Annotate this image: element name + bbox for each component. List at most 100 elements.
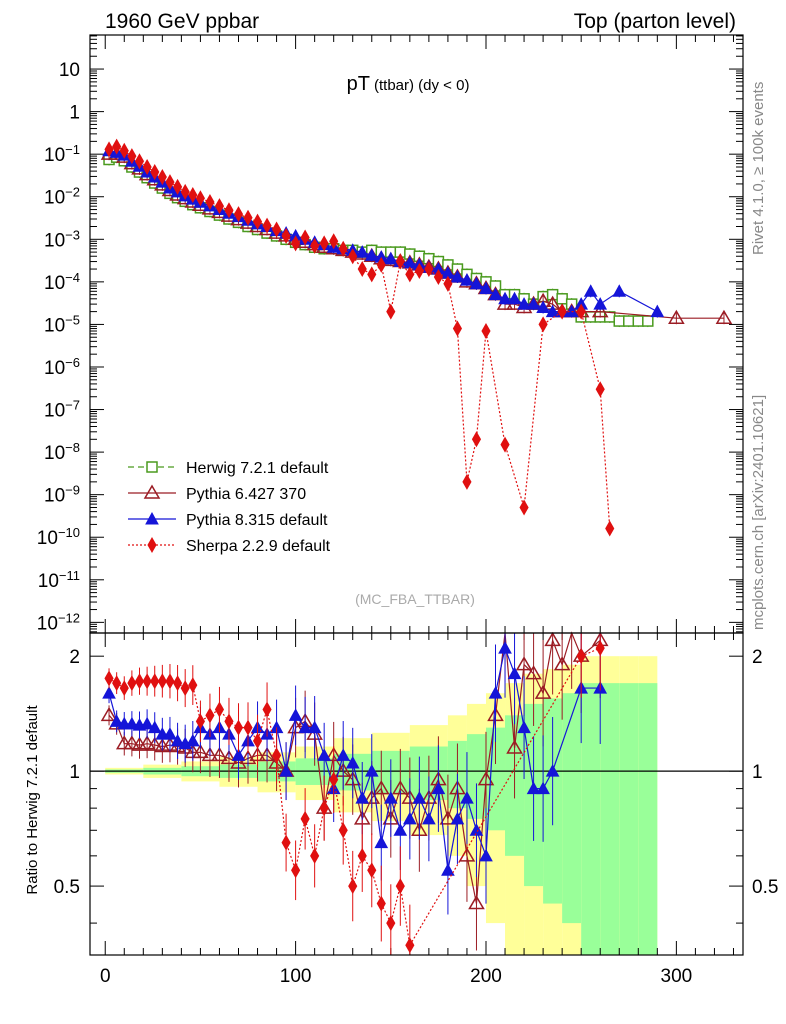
ratio-point: [185, 733, 200, 747]
plot-title: pT: [347, 73, 370, 95]
ratio-point: [281, 834, 291, 851]
data-point: [538, 316, 548, 333]
ratio-point: [119, 680, 129, 697]
data-point: [134, 153, 145, 170]
ratio-point: [374, 835, 389, 849]
x-tick-label: 0: [100, 966, 111, 987]
ratio-point: [515, 656, 533, 671]
data-point: [367, 266, 377, 283]
ratio-point: [412, 791, 427, 804]
ratio-point: [317, 748, 332, 761]
x-tick-label: 100: [280, 966, 312, 987]
legend-item: Pythia 6.427 370: [128, 484, 306, 503]
data-point: [348, 248, 358, 265]
data-point: [452, 320, 463, 337]
ratio-point: [545, 764, 560, 777]
ratio-point: [576, 648, 586, 665]
data-point: [650, 304, 665, 318]
data-point: [112, 138, 122, 155]
ratio-point: [147, 720, 162, 734]
data-point: [481, 323, 491, 340]
ratio-point: [220, 749, 238, 765]
ratio-point: [367, 862, 377, 879]
ratio-point: [134, 673, 145, 690]
data-point: [424, 261, 434, 278]
green-band-bin: [600, 683, 620, 955]
data-point: [386, 303, 396, 320]
data-point: [462, 473, 472, 490]
ratio-point: [525, 665, 542, 680]
data-point: [613, 315, 626, 327]
ratio-point: [231, 748, 246, 761]
series-line: [108, 150, 658, 313]
ratio-point: [279, 764, 293, 777]
data-point: [157, 169, 167, 186]
data-point: [355, 245, 370, 258]
ratio-point: [526, 781, 541, 795]
data-point: [127, 148, 137, 165]
header-process: Top (parton level): [574, 10, 736, 33]
data-point: [583, 284, 598, 297]
main-axis-ticks: 10 1 10−1 10−2 10−3 10−4 10−5 10−6 10−7 10−8 10−9 1…: [37, 35, 743, 634]
ratio-point: [123, 735, 141, 750]
ratio-point: [460, 791, 474, 804]
ratio-point: [146, 736, 164, 751]
legend-swatch-marker: [146, 461, 158, 473]
data-point: [500, 436, 510, 453]
data-point: [507, 291, 522, 305]
data-point: [262, 217, 272, 234]
data-point: [612, 284, 627, 297]
ratio-point: [163, 727, 177, 740]
ratio-point: [125, 716, 139, 730]
ratio-point: [469, 823, 484, 836]
rivet-version-label: Rivet 4.1.0, ≥ 100k events: [750, 82, 767, 255]
data-point: [443, 275, 453, 292]
ratio-point: [102, 686, 116, 699]
data-point: [405, 266, 415, 283]
ratio-point: [517, 720, 531, 734]
ratio-series-2: [104, 633, 605, 955]
ratio-point: [376, 895, 386, 912]
ratio-point: [112, 675, 122, 692]
data-point: [165, 174, 175, 191]
green-band-bin: [562, 693, 582, 924]
ratio-point: [165, 673, 175, 690]
legend-label: Sherpa 2.2.9 default: [186, 538, 331, 555]
data-point: [319, 235, 329, 252]
legend: Herwig 7.2.1 default Pythia 6.427 370 Pyth…: [128, 460, 331, 555]
plot-subtitle: (ttbar) (dy < 0): [374, 77, 469, 94]
data-point: [433, 269, 443, 286]
data-point: [233, 206, 244, 223]
main-y-tick-label: 10−11: [38, 567, 80, 592]
legend-label: Herwig 7.2.1 default: [186, 460, 329, 477]
main-y-tick-label: 10−7: [44, 397, 80, 422]
legend-label: Pythia 6.427 370: [186, 486, 306, 503]
main-y-tick-label: 1: [69, 103, 80, 124]
data-point: [469, 276, 484, 290]
ratio-point: [142, 673, 152, 690]
ratio-point: [355, 791, 370, 804]
data-point: [623, 315, 635, 327]
ratio-y-tick-label-right: 0.5: [752, 877, 778, 898]
data-point: [479, 281, 493, 294]
ratio-point: [172, 675, 183, 692]
ratio-plot-frame: [89, 632, 744, 956]
main-y-tick-label: 10−2: [44, 184, 80, 209]
ratio-point: [536, 781, 550, 795]
legend-label: Pythia 8.315 default: [186, 512, 328, 529]
mcplots-reference-label: mcplots.cern.ch [arXiv:2401.10621]: [750, 395, 767, 630]
series-line: [109, 153, 724, 319]
green-band-bin: [619, 683, 639, 955]
ratio-point: [553, 656, 571, 671]
ratio-point: [595, 640, 605, 657]
ratio-point: [157, 673, 167, 690]
ratio-point: [506, 739, 523, 754]
ratio-point: [488, 686, 503, 699]
data-point: [310, 237, 320, 254]
ratio-point: [386, 915, 396, 932]
ratio-point: [127, 675, 137, 692]
data-point: [395, 253, 405, 270]
main-series-group: [100, 138, 733, 537]
ratio-point: [439, 810, 457, 825]
